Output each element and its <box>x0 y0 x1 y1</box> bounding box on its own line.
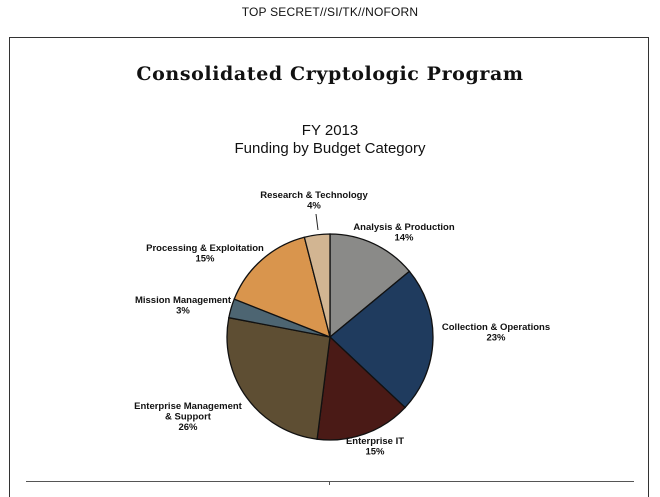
slice-label-processing-exploitation: Processing & Exploitation 15% <box>146 243 264 265</box>
pie-slice-enterprise-it <box>316 335 406 441</box>
bottom-divider <box>329 481 330 485</box>
chart-title: FY 2013 <box>301 122 359 139</box>
slice-label-enterprise-it: Enterprise IT 15% <box>346 436 404 458</box>
slice-label-research-technology: Research & Technology 4% <box>260 190 368 212</box>
leader-line-research-technology <box>315 213 319 231</box>
pie-slice-analysis-production <box>329 233 411 339</box>
pie-slice-processing-exploitation <box>233 236 331 339</box>
slice-label-analysis-production: Analysis & Production 14% <box>353 222 455 244</box>
chart-subtitle: Funding by Budget Category <box>234 140 426 157</box>
bottom-rule <box>26 481 634 482</box>
classification-banner: TOP SECRET//SI/TK//NOFORN <box>241 5 419 19</box>
slice-label-mission-management: Mission Management 3% <box>135 295 232 317</box>
pie-slice-research-technology <box>303 233 331 338</box>
pie-slice-enterprise-management-support <box>226 316 331 440</box>
pie-slice-collection-operations <box>329 270 434 409</box>
slide-frame <box>9 37 649 497</box>
slice-label-collection-operations: Collection & Operations 23% <box>442 322 550 344</box>
pie-chart: Analysis & Production 14% Collection & Ope… <box>134 190 550 458</box>
program-title: Consolidated Cryptologic Program <box>136 63 524 85</box>
slice-label-enterprise-management-support: Enterprise Management & Support 26% <box>134 401 243 433</box>
